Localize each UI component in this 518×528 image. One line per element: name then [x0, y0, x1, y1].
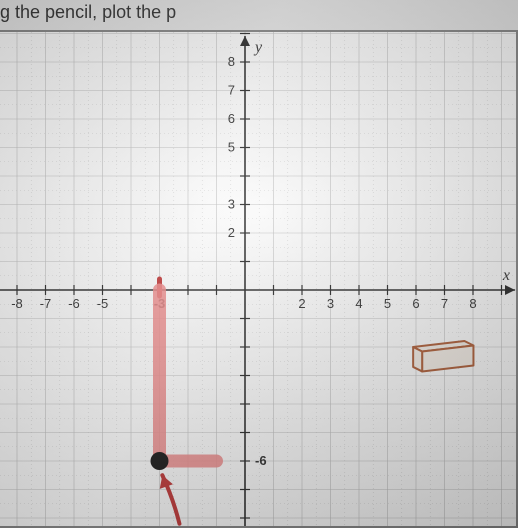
svg-text:6: 6 [228, 111, 235, 126]
axis-labels: yx [253, 39, 510, 284]
svg-text:3: 3 [327, 296, 334, 311]
svg-text:-8: -8 [11, 296, 23, 311]
pointer-arrow [160, 475, 180, 523]
coordinate-grid-container: -8-7-6-5-32345678876532-6 yx [0, 30, 518, 528]
svg-text:-6: -6 [68, 296, 80, 311]
axis-ticks: -8-7-6-5-32345678876532-6 [11, 34, 501, 528]
coordinate-grid-svg: -8-7-6-5-32345678876532-6 yx [0, 32, 518, 528]
instruction-text-fragment: g the pencil, plot the p [0, 2, 176, 23]
svg-text:4: 4 [355, 296, 362, 311]
svg-text:8: 8 [469, 296, 476, 311]
svg-text:8: 8 [228, 54, 235, 69]
plotted-point[interactable] [151, 452, 169, 470]
eraser-icon[interactable] [413, 341, 473, 371]
svg-text:x: x [502, 267, 510, 284]
svg-text:3: 3 [228, 197, 235, 212]
svg-text:5: 5 [384, 296, 391, 311]
svg-text:5: 5 [228, 140, 235, 155]
svg-text:-5: -5 [97, 296, 109, 311]
svg-text:-7: -7 [40, 296, 52, 311]
svg-text:7: 7 [441, 296, 448, 311]
svg-text:6: 6 [412, 296, 419, 311]
svg-text:2: 2 [298, 296, 305, 311]
svg-text:y: y [253, 39, 263, 56]
svg-text:7: 7 [228, 83, 235, 98]
svg-text:-6: -6 [255, 453, 267, 468]
svg-text:2: 2 [228, 225, 235, 240]
